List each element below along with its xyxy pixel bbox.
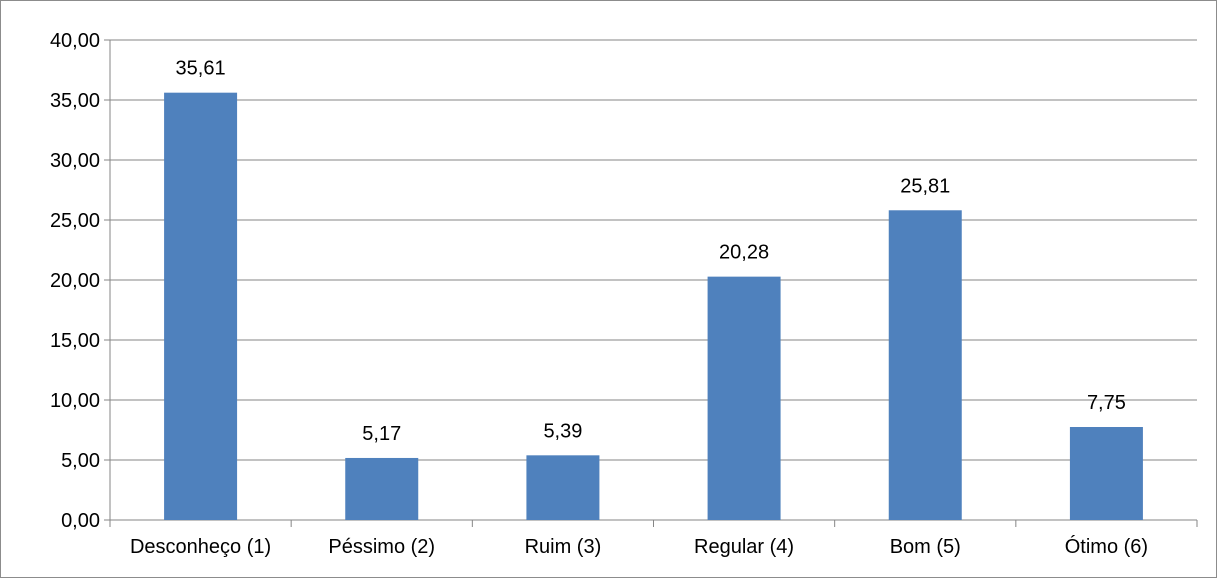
bar (888, 210, 962, 520)
y-tick-label: 40,00 (50, 30, 100, 52)
x-tick-label: Ótimo (6) (1065, 535, 1148, 558)
data-label: 5,17 (362, 423, 401, 445)
bar (164, 92, 238, 521)
y-tick-label: 0,00 (61, 510, 100, 532)
y-tick-label: 10,00 (50, 390, 100, 412)
x-tick-label: Bom (5) (890, 536, 961, 558)
x-tick-label: Desconheço (1) (130, 536, 271, 558)
data-label: 35,61 (176, 58, 226, 80)
gridlines (110, 39, 1197, 461)
x-tick-label: Ruim (3) (525, 536, 602, 558)
bar (707, 276, 781, 520)
bars (164, 92, 1143, 521)
y-tick-label: 5,00 (61, 450, 100, 472)
data-label: 20,28 (719, 242, 769, 264)
bar (345, 457, 419, 520)
y-tick-label: 20,00 (50, 270, 100, 292)
x-tick-label: Péssimo (2) (328, 536, 435, 558)
labels: 0,00 5,00 10,00 15,00 20,00 25,00 30,00 35,00 40… (50, 30, 1148, 558)
data-label: 25,81 (900, 175, 950, 197)
data-label: 7,75 (1087, 392, 1126, 414)
y-tick-label: 25,00 (50, 210, 100, 232)
x-tick-label: Regular (4) (694, 536, 794, 558)
data-label: 5,39 (543, 420, 582, 442)
bar (1069, 427, 1143, 520)
axes (104, 39, 1198, 527)
y-tick-label: 15,00 (50, 330, 100, 352)
y-tick-label: 35,00 (50, 90, 100, 112)
y-tick-label: 30,00 (50, 150, 100, 172)
bar (526, 455, 600, 520)
